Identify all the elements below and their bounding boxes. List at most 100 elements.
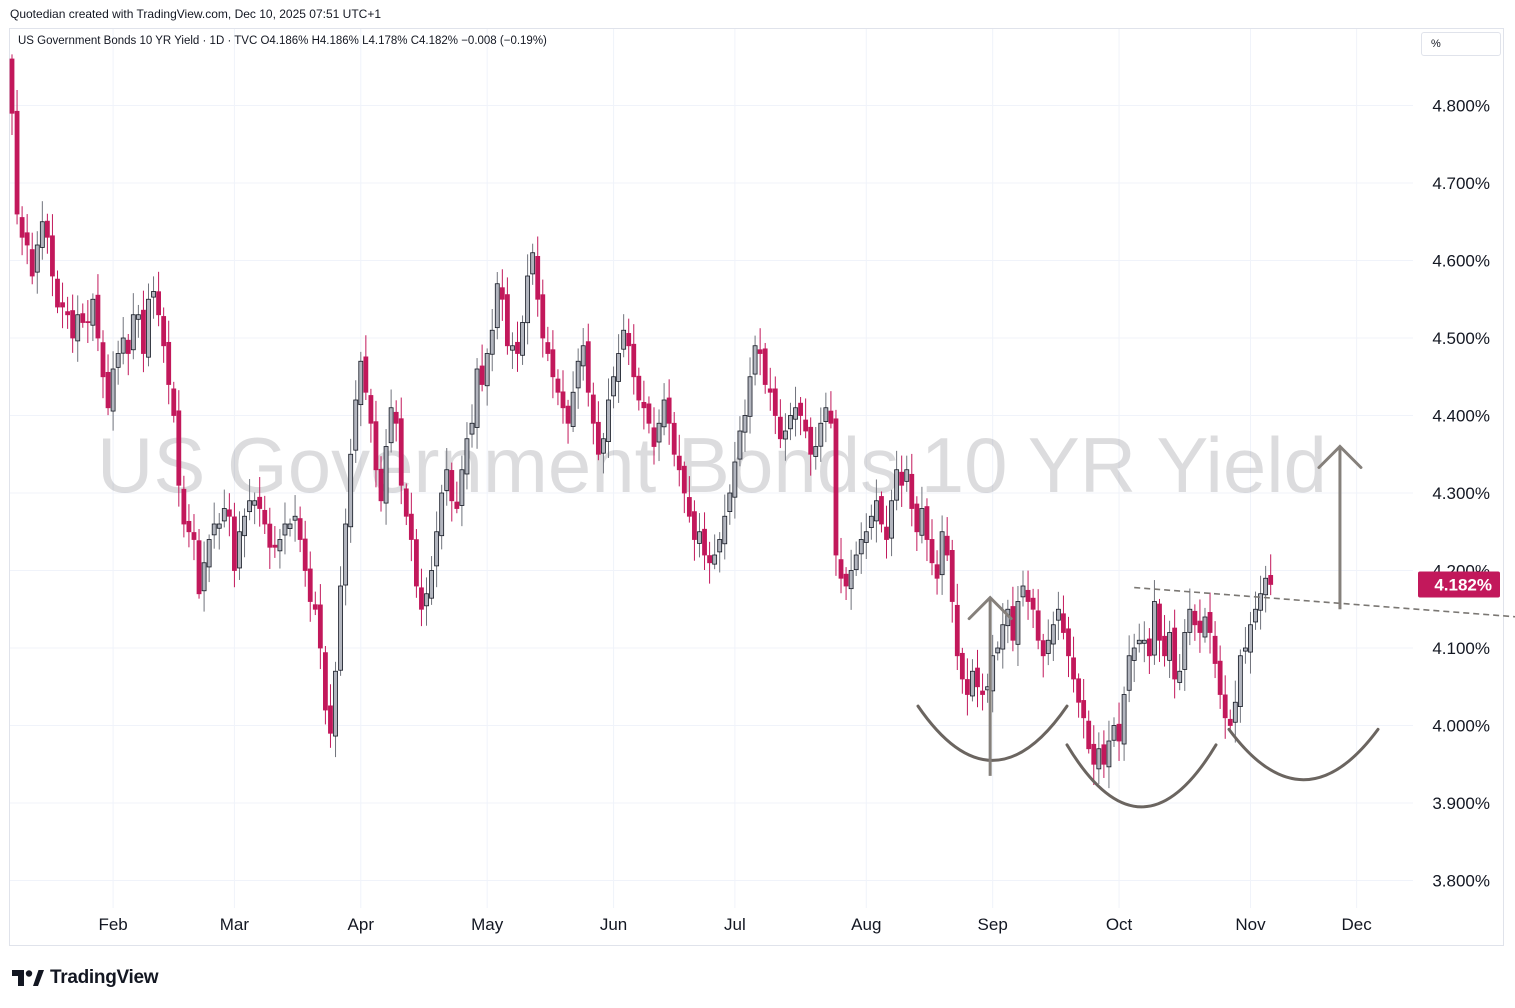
candle xyxy=(924,498,930,562)
candle-body-up xyxy=(338,585,343,671)
x-tick-label: Dec xyxy=(1342,915,1373,934)
x-tick-label: Aug xyxy=(851,915,881,934)
candle-body-up xyxy=(1177,670,1183,683)
candle-body-down xyxy=(9,58,15,114)
candle xyxy=(1182,619,1188,691)
candle-body-down xyxy=(504,294,510,347)
candle xyxy=(489,308,495,372)
candle-body-down xyxy=(914,503,920,533)
candle xyxy=(884,505,889,559)
candle-body-down xyxy=(1172,627,1178,680)
candle xyxy=(934,550,940,595)
x-tick-label: Mar xyxy=(220,915,250,934)
candle-body-up xyxy=(252,500,258,506)
candle-body-up xyxy=(616,353,621,382)
candle xyxy=(166,320,172,405)
candle xyxy=(793,386,798,437)
candle xyxy=(388,389,394,453)
unit-selector[interactable]: % xyxy=(1421,32,1501,56)
candle-body-down xyxy=(80,313,86,323)
candle xyxy=(312,591,318,616)
candle xyxy=(828,391,834,429)
candle-body-down xyxy=(449,470,455,502)
y-tick-label: 3.800% xyxy=(1432,872,1490,891)
candle xyxy=(1141,621,1147,663)
candle-body-down xyxy=(631,343,637,378)
candle xyxy=(444,448,450,506)
candle xyxy=(75,295,81,362)
candle xyxy=(1136,623,1142,653)
candle xyxy=(115,340,121,385)
candle-body-up xyxy=(904,469,910,482)
candle-body-up xyxy=(1106,740,1112,768)
y-tick-label: 3.900% xyxy=(1432,794,1490,813)
candle-body-up xyxy=(151,291,156,298)
candle-body-up xyxy=(530,252,536,275)
candle-body-down xyxy=(909,473,915,509)
candle xyxy=(1232,680,1238,743)
candle xyxy=(237,511,242,580)
candle xyxy=(181,475,187,538)
candle-body-down xyxy=(1066,628,1071,657)
candle xyxy=(141,290,146,373)
candle-body-up xyxy=(1253,608,1258,623)
candle xyxy=(823,392,829,443)
candle xyxy=(1227,709,1233,732)
candle xyxy=(120,317,126,365)
candle xyxy=(525,254,531,345)
candle-body-down xyxy=(100,342,106,378)
candle xyxy=(14,89,20,225)
candle-body-up xyxy=(1232,701,1238,723)
y-tick-label: 4.800% xyxy=(1432,97,1490,116)
candle-body-down xyxy=(1217,660,1223,695)
candle xyxy=(732,441,738,519)
candle-body-down xyxy=(702,528,707,556)
candle xyxy=(1167,620,1172,678)
candle-body-up xyxy=(712,554,718,565)
candle-body-up xyxy=(818,422,824,447)
candle-body-down xyxy=(368,395,374,424)
pattern-annotations xyxy=(916,444,1515,809)
candle-body-down xyxy=(307,568,313,602)
candle xyxy=(757,328,763,376)
candle xyxy=(980,673,985,711)
candle-body-down xyxy=(626,333,632,347)
candle xyxy=(803,398,809,439)
candle-body-up xyxy=(717,539,723,553)
candle-body-down xyxy=(843,573,849,587)
candle xyxy=(484,348,490,406)
candle xyxy=(727,484,733,525)
candle xyxy=(1106,720,1112,789)
candle xyxy=(272,526,278,558)
candle-body-down xyxy=(393,411,399,424)
candle xyxy=(661,383,667,436)
price-axis: 3.800%3.900%4.000%4.100%4.200%4.300%4.40… xyxy=(1432,97,1490,891)
candle-body-up xyxy=(732,461,738,498)
candle-body-up xyxy=(242,515,247,537)
candle xyxy=(1050,611,1056,662)
candle xyxy=(292,495,298,542)
candle xyxy=(363,335,369,400)
candle xyxy=(80,303,86,328)
candle-body-down xyxy=(767,388,773,393)
candle-body-down xyxy=(686,497,692,517)
candle-body-down xyxy=(95,294,101,339)
candle-body-down xyxy=(14,110,20,215)
candle-body-up xyxy=(1182,632,1188,670)
candle-body-up xyxy=(788,415,793,430)
candle-body-down xyxy=(954,604,960,657)
grid-lines xyxy=(10,29,1413,908)
candle-body-up xyxy=(853,554,859,571)
candle xyxy=(656,409,662,462)
candle-body-down xyxy=(707,555,712,564)
candle xyxy=(413,529,419,598)
candle xyxy=(565,399,571,444)
candle-body-up xyxy=(737,430,743,460)
candle xyxy=(1071,636,1076,693)
candle-body-up xyxy=(439,492,445,537)
candle-body-up xyxy=(697,531,702,544)
candle xyxy=(788,402,793,441)
candle xyxy=(454,481,460,514)
candle xyxy=(1010,586,1016,652)
